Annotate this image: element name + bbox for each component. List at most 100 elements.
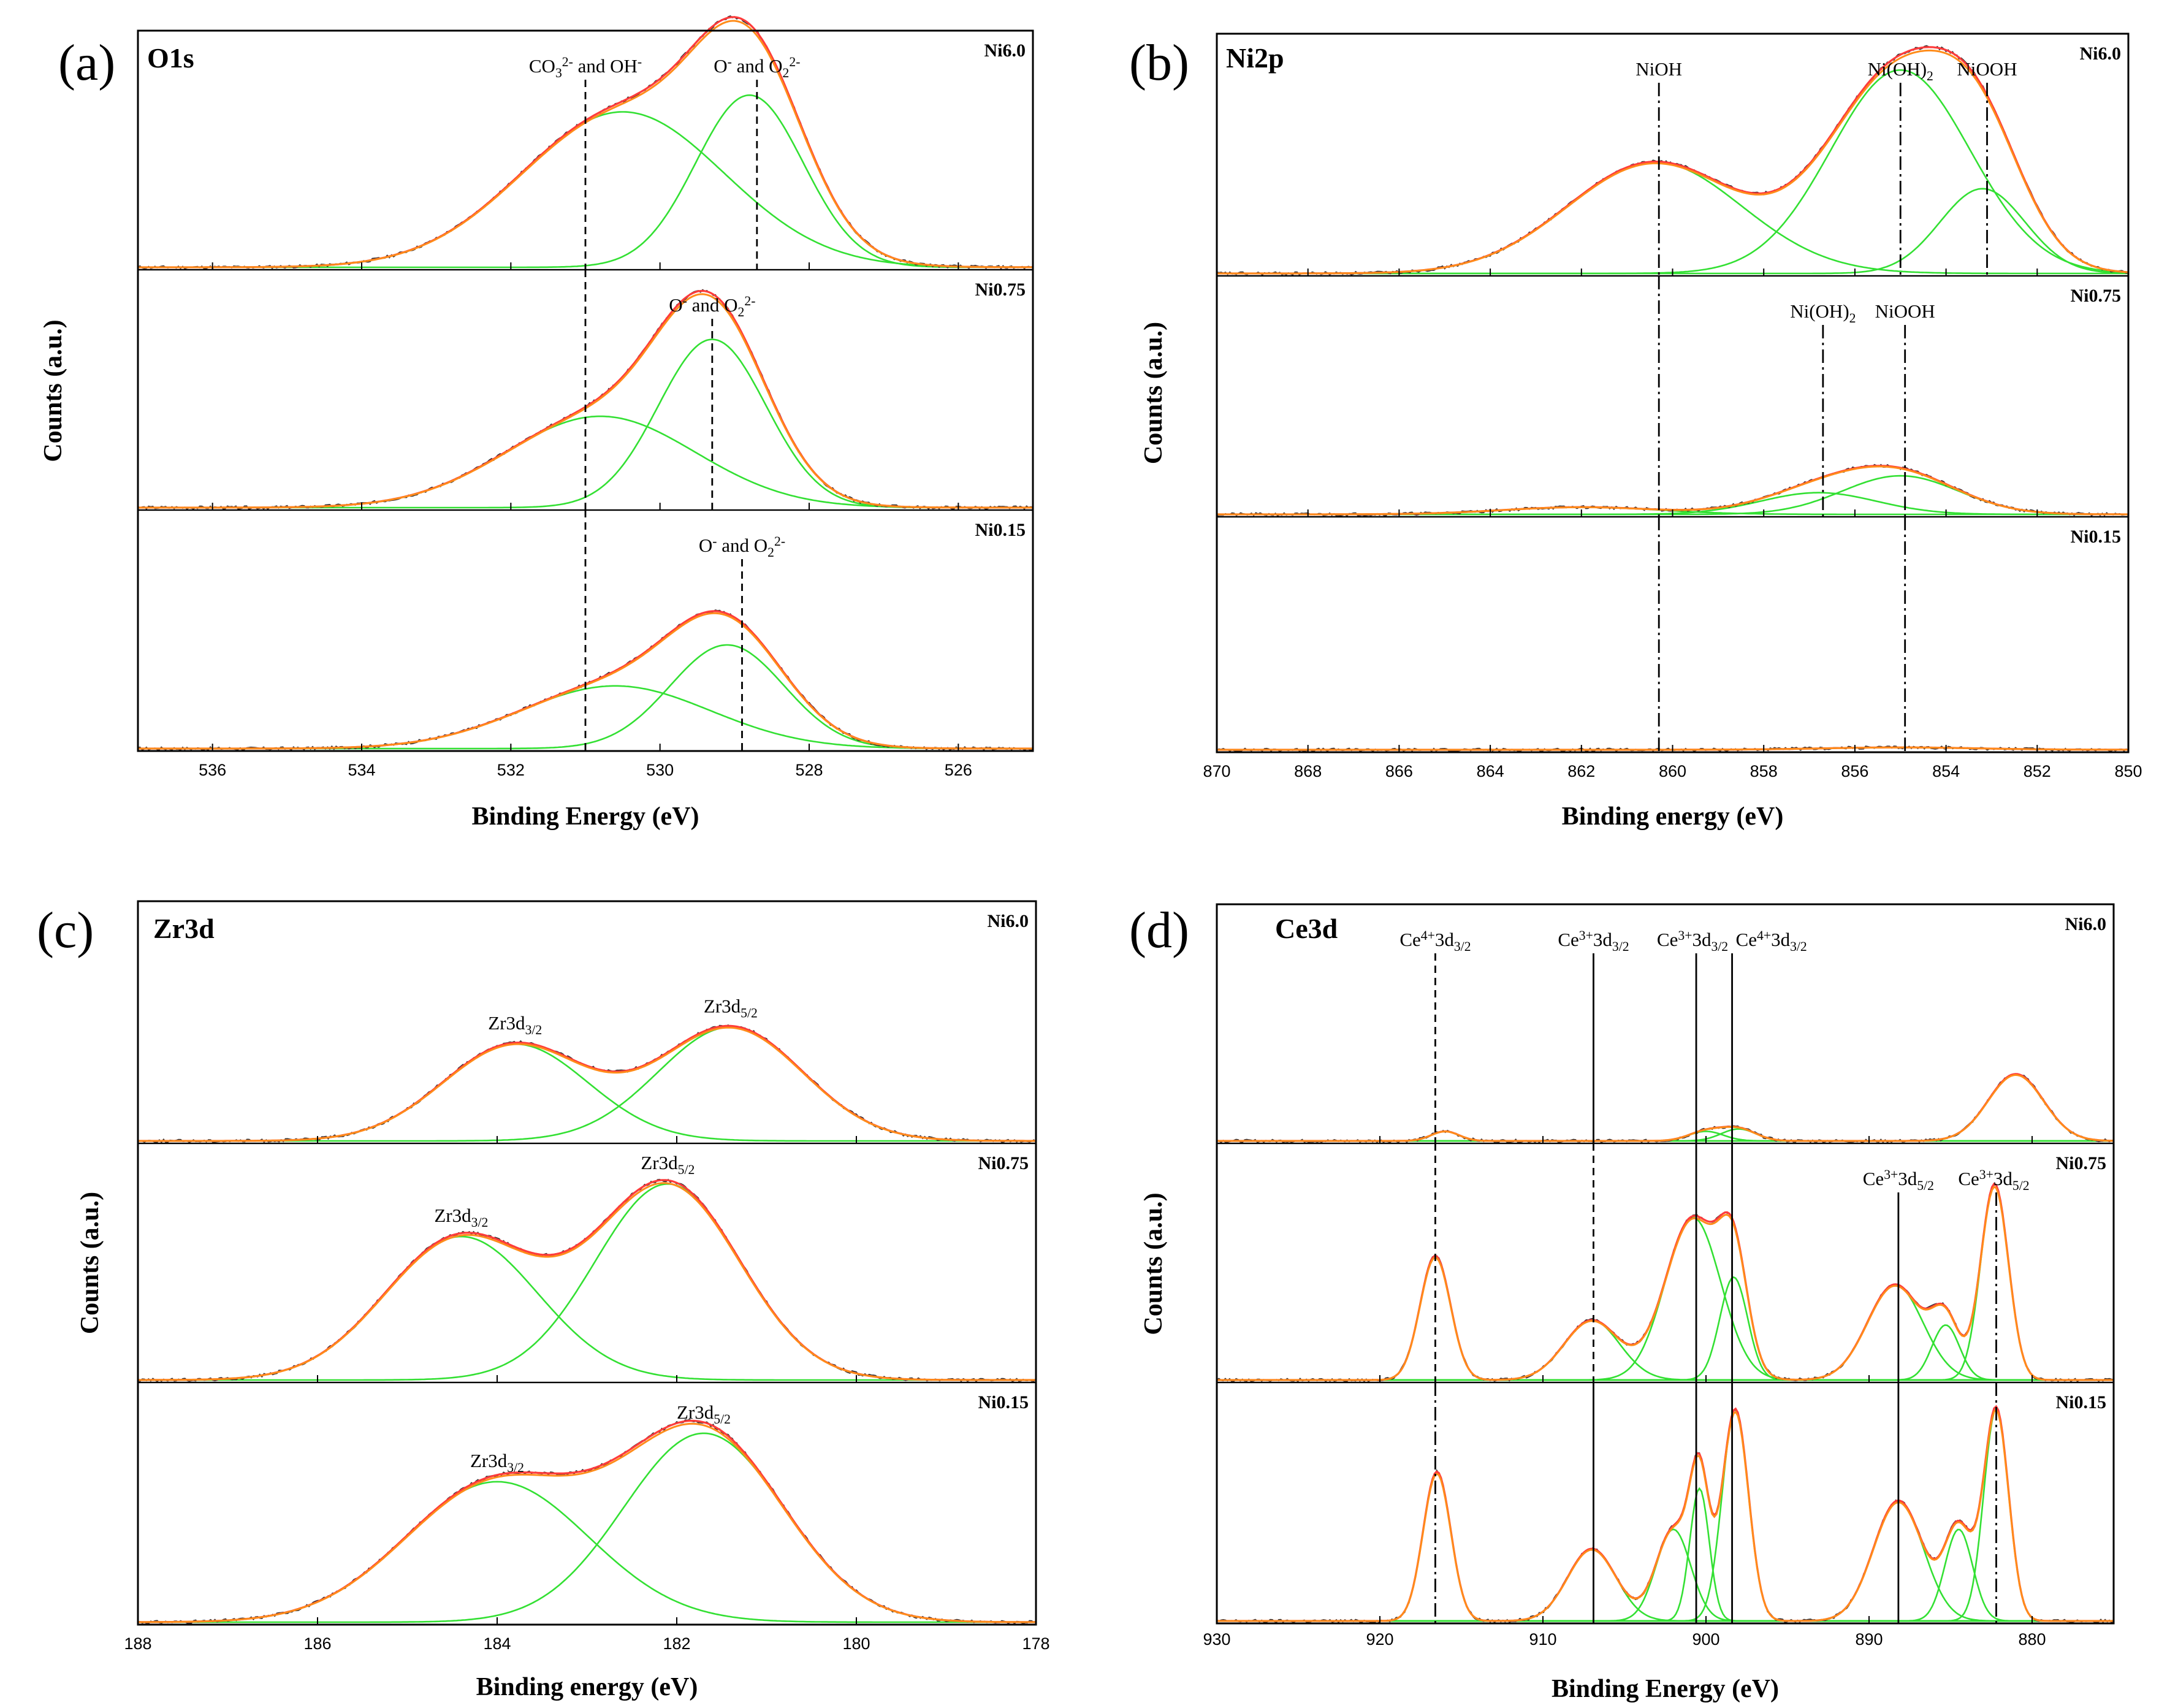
x-tick-label: 870 [1203,762,1230,780]
fit-background-curve [1217,49,2129,275]
peak-annotation: Ce3+3d3/2 [1657,928,1728,954]
plot-frame [1216,903,2115,1625]
component-peak-4 [1217,1276,2114,1381]
plot-frame [137,29,1034,752]
peak-annotation: NiOOH [1875,300,1935,322]
x-tick-label: 880 [2018,1630,2046,1649]
fit-background-curve [138,293,1033,509]
subplot-frame [137,269,1034,511]
subplot-frame [137,509,1034,752]
peak-annotation: Ni(OH)2 [1790,300,1856,326]
component-peak-2 [1217,69,2129,275]
x-tick-label: 532 [497,761,525,779]
subplot-frame [137,1142,1037,1384]
subplot-Ni6.0: Ni6.0 CO32- and OH- O- and O22- [137,15,1034,271]
component-peak-2 [138,1432,1036,1623]
plot-frame [1216,32,2130,753]
component-peak-6 [1217,1324,2114,1381]
y-axis-label: Counts (a.u.) [76,1192,104,1334]
sample-label: Ni6.0 [2065,914,2107,934]
envelope-fit-curve [1217,465,2128,516]
peak-annotation: Ce3+3d3/2 [1558,928,1629,954]
component-peak-2 [138,1183,1036,1381]
x-tick-label: 930 [1203,1630,1230,1649]
sample-label: Ni6.0 [2080,44,2122,64]
x-tick-label: 188 [124,1634,151,1653]
component-peak-3 [1217,1128,2114,1142]
subplot-Ni0.75: Ni0.75 O- and O22- [137,269,1034,511]
fit-background-curve [138,1182,1036,1381]
envelope-fit-curve [138,1419,1036,1623]
raw-data-curve [137,1419,1037,1625]
raw-data-curve [1216,463,2129,517]
x-tick-label: 182 [663,1634,690,1653]
envelope-fit-curve [1217,1073,2114,1142]
sample-label: Ni0.75 [2056,1153,2107,1173]
component-peak-1 [138,1481,1036,1623]
fit-background-curve [138,1422,1036,1623]
sample-label: Ni0.75 [978,1153,1029,1173]
subplot-Ni0.75: Ni0.75 Ce3+3d5/2 Ce3+3d5/2 [1216,1142,2115,1384]
x-tick-label: 184 [483,1634,511,1653]
x-tick-label: 862 [1567,762,1595,780]
x-tick-label: 178 [1022,1634,1049,1653]
x-tick-label: 180 [842,1634,870,1653]
peak-annotation: Zr3d5/2 [704,995,758,1020]
panel-c: (c) Zr3d Ni6.0 Zr3d3/2 Zr3d5/2 Ni0.75 Zr3d3/2 Z… [37,900,1050,1701]
peak-annotation: O- and O22- [699,534,785,560]
panel-b: (b) Ni2p Ni6.0 NiOH Ni(OH)2 NiOOH Ni0.75 Ni(OH)… [1129,32,2142,831]
envelope-fit-curve [1217,46,2129,275]
x-tick-label: 890 [1855,1630,1883,1649]
subplot-Ni0.75: Ni0.75 Ni(OH)2 NiOOH [1216,275,2130,518]
fit-background-curve [1217,1408,2114,1622]
subplot-Ni0.15: Ni0.15 Zr3d3/2 Zr3d5/2 [137,1381,1037,1626]
component-peak-4 [1217,1073,2114,1142]
subplot-Ni0.15: Ni0.15 [1216,516,2130,753]
x-axis-label: Binding energy (eV) [1562,803,1784,831]
x-tick-label: 534 [348,761,375,779]
peak-annotation: O- and O22- [669,294,755,319]
y-axis-label: Counts (a.u.) [1140,1192,1168,1335]
peak-annotation: Zr3d3/2 [470,1450,524,1475]
y-axis-label: Counts (a.u.) [39,319,67,462]
plot-frame [137,900,1037,1626]
y-axis-label: Counts (a.u.) [1140,322,1168,464]
sample-label: Ni6.0 [984,40,1026,61]
envelope-fit-curve [138,1024,1036,1142]
panel-title: Zr3d [153,913,215,944]
panel-label: (d) [1129,902,1189,959]
sample-label: Ni0.15 [2056,1392,2107,1413]
peak-annotation: NiOH [1635,58,1682,80]
raw-data-curve [137,1178,1037,1382]
peak-annotation: Zr3d3/2 [488,1012,542,1037]
subplot-Ni0.15: Ni0.15 [1216,1381,2115,1625]
envelope-fit-curve [138,1179,1036,1381]
peak-annotation: Ce4+3d3/2 [1399,928,1471,954]
subplot-Ni0.75: Ni0.75 Zr3d3/2 Zr3d5/2 [137,1142,1037,1384]
x-tick-label: 858 [1750,762,1778,780]
peak-annotation: Ce4+3d3/2 [1736,928,1807,954]
peak-annotation: O- and O22- [714,55,800,80]
component-peak-2 [138,1026,1036,1142]
component-peak-6 [1217,1500,2114,1622]
x-tick-label: 866 [1385,762,1413,780]
component-peak-1 [1217,161,2128,275]
x-tick-label: 852 [2024,762,2051,780]
subplot-frame [1216,275,2130,518]
sample-label: Ni0.15 [978,1392,1029,1413]
x-axis-label: Binding Energy (eV) [471,803,699,831]
x-axis-label: Binding Energy (eV) [1552,1675,1779,1703]
x-axis-label: Binding energy (eV) [476,1673,698,1701]
peak-annotation: Ce3+3d5/2 [1958,1167,2029,1193]
fit-background-curve [138,1026,1036,1142]
component-peak-1 [1217,1470,2114,1622]
component-peak-2 [1217,1547,2114,1622]
x-tick-label: 910 [1529,1630,1556,1649]
peak-annotation: CO32- and OH- [529,55,642,80]
subplot-frame [137,900,1037,1145]
sample-label: Ni6.0 [988,911,1029,931]
sample-label: Ni0.15 [975,520,1026,540]
panel-d: (d) Ce3d Ni6.0 Ce4+3d3/2 Ce3+3d3/2 Ce3+3d3/2 C… [1129,902,2115,1703]
